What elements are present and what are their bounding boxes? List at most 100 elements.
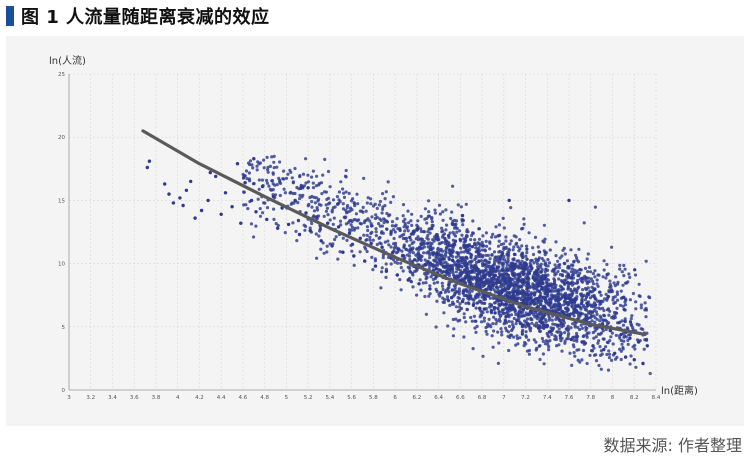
scatter-point [349, 218, 353, 223]
scatter-point [611, 298, 615, 302]
scatter-point [295, 239, 299, 243]
scatter-point [252, 182, 256, 186]
scatter-point [444, 288, 448, 292]
scatter-point [352, 201, 356, 205]
scatter-point [423, 263, 428, 267]
scatter-point [481, 243, 485, 247]
scatter-point [554, 317, 558, 321]
scatter-point [586, 302, 590, 306]
scatter-point [488, 257, 492, 261]
scatter-point [550, 327, 555, 331]
scatter-point [513, 280, 517, 284]
scatter-point [317, 197, 321, 201]
scatter-point [319, 247, 323, 251]
scatter-point [265, 155, 269, 159]
scatter-point [484, 265, 488, 269]
scatter-point [583, 274, 587, 278]
scatter-point [598, 290, 602, 294]
scatter-point [454, 255, 458, 259]
scatter-point [483, 297, 488, 301]
scatter-point [593, 287, 597, 292]
scatter-point [575, 304, 580, 308]
scatter-point [416, 250, 420, 255]
scatter-point [504, 239, 508, 243]
scatter-point [491, 232, 495, 236]
scatter-point [344, 208, 348, 212]
scatter-point [454, 317, 458, 321]
scatter-point [489, 272, 493, 277]
scatter-point [555, 299, 559, 303]
scatter-point [272, 160, 276, 164]
scatter-point [578, 314, 582, 318]
scatter-point [535, 314, 539, 318]
scatter-point [559, 339, 563, 343]
scatter-point [379, 286, 383, 290]
scatter-point [252, 235, 256, 239]
scatter-point [509, 313, 514, 317]
scatter-point [382, 221, 386, 225]
scatter-point [454, 305, 458, 309]
scatter-point [402, 254, 406, 258]
scatter-point [199, 208, 204, 213]
scatter-point [380, 224, 384, 228]
scatter-point [540, 336, 545, 341]
scatter-point [498, 257, 502, 261]
scatter-point [361, 205, 365, 209]
scatter-point [447, 285, 451, 290]
scatter-point [494, 322, 498, 326]
scatter-point [384, 262, 388, 266]
scatter-point [476, 251, 481, 255]
scatter-point [461, 223, 465, 227]
scatter-point [601, 275, 605, 279]
scatter-point [383, 240, 387, 244]
scatter-point [362, 221, 366, 225]
scatter-point [484, 231, 488, 235]
scatter-point [436, 246, 440, 250]
scatter-point [208, 170, 212, 175]
scatter-point [559, 292, 563, 296]
scatter-point [381, 256, 385, 260]
scatter-point [583, 266, 588, 270]
scatter-point [336, 202, 340, 206]
scatter-point [415, 227, 419, 232]
scatter-point [455, 226, 459, 231]
scatter-point [381, 207, 385, 211]
scatter-point [469, 260, 473, 264]
scatter-point [364, 209, 368, 213]
scatter-point [361, 210, 365, 214]
scatter-point [402, 232, 406, 237]
scatter-point [518, 336, 522, 340]
scatter-point [517, 266, 521, 270]
scatter-point [567, 327, 571, 332]
scatter-point [364, 238, 368, 242]
scatter-point [593, 269, 597, 273]
scatter-point [352, 254, 356, 258]
scatter-point [609, 335, 613, 339]
scatter-point [566, 308, 571, 312]
scatter-point [525, 257, 529, 261]
scatter-point [456, 259, 460, 263]
scatter-point [537, 300, 541, 305]
scatter-point [521, 226, 525, 230]
scatter-point [634, 307, 638, 311]
scatter-point [531, 282, 535, 286]
scatter-point [493, 311, 497, 315]
scatter-point [622, 274, 626, 278]
scatter-point [500, 333, 504, 337]
scatter-point [623, 319, 627, 323]
scatter-point [416, 219, 420, 223]
scatter-point [456, 299, 460, 303]
scatter-point [310, 221, 314, 226]
scatter-point [478, 315, 482, 319]
scatter-point [335, 195, 339, 199]
scatter-point [510, 320, 514, 324]
scatter-point [495, 267, 499, 271]
scatter-point [362, 233, 366, 237]
scatter-point [541, 352, 546, 356]
scatter-point [469, 269, 473, 273]
scatter-point [561, 324, 566, 328]
scatter-point [566, 276, 570, 280]
scatter-point [538, 329, 542, 333]
scatter-point [349, 206, 353, 210]
scatter-point [498, 285, 502, 289]
